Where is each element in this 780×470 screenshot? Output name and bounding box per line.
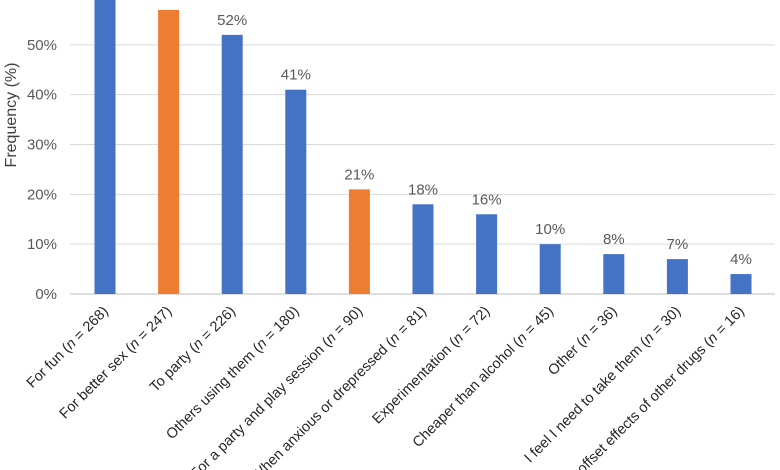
- y-tick-label: 30%: [27, 137, 57, 154]
- bars: [94, 0, 752, 295]
- bar: [539, 244, 561, 294]
- bar: [158, 9, 180, 294]
- bar: [94, 0, 116, 295]
- data-label: 10%: [535, 221, 565, 238]
- bar: [476, 214, 498, 294]
- data-labels: 62%57%52%41%21%18%16%10%8%7%4%: [154, 0, 752, 268]
- y-axis-ticks: 0% 10% 20% 30% 40% 50%: [27, 37, 57, 303]
- bar: [221, 34, 243, 294]
- y-axis-title: Frequency (%): [3, 63, 20, 168]
- y-tick-label: 40%: [27, 87, 57, 104]
- data-label: 4%: [730, 251, 752, 268]
- bar: [603, 254, 625, 294]
- bar: [348, 189, 370, 294]
- x-axis-labels: For fun (n = 268)For better sex (n = 247…: [24, 304, 748, 470]
- x-tick-label: Experimentation (n = 72): [370, 304, 494, 428]
- y-tick-label: 10%: [27, 236, 57, 253]
- bar: [666, 259, 688, 294]
- y-tick-label: 50%: [27, 37, 57, 54]
- data-label: 7%: [667, 236, 689, 253]
- bar: [730, 274, 752, 294]
- y-tick-label: 20%: [27, 186, 57, 203]
- data-label: 16%: [472, 191, 502, 208]
- data-label: 18%: [408, 181, 438, 198]
- data-label: 57%: [154, 0, 184, 4]
- bar: [285, 89, 307, 294]
- data-label: 52%: [217, 12, 247, 29]
- data-label: 8%: [603, 231, 625, 248]
- y-tick-label: 0%: [35, 286, 57, 303]
- x-tick-label: Others using them (n = 180): [163, 304, 302, 443]
- x-tick-label: Cheaper than alcohol (n = 45): [410, 304, 557, 451]
- data-label: 21%: [344, 166, 374, 183]
- data-label: 41%: [281, 67, 311, 84]
- bar: [412, 204, 434, 294]
- x-tick-label: For better sex (n = 247): [57, 304, 176, 423]
